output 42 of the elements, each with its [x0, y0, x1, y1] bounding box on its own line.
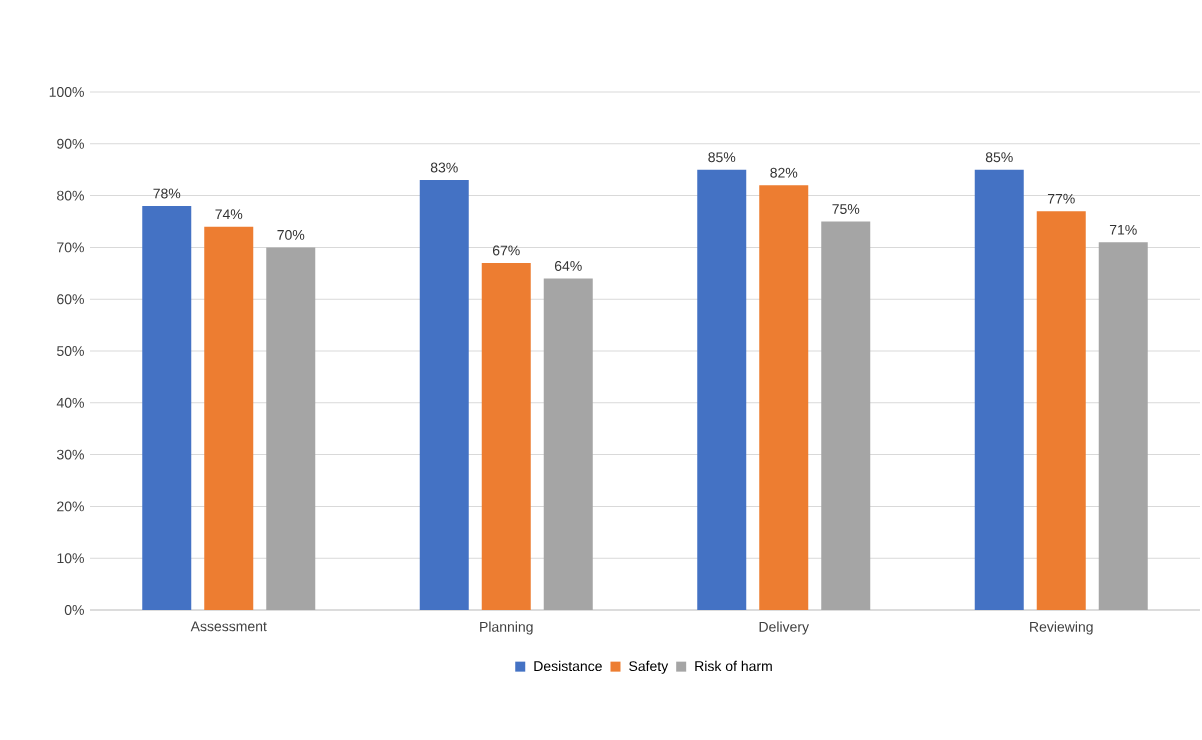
y-tick-label: 80% [57, 190, 84, 201]
bar [481, 262, 531, 610]
data-label: 75% [832, 204, 860, 214]
bar [1036, 211, 1086, 610]
bar [697, 169, 747, 610]
y-tick-label: 40% [56, 397, 84, 408]
x-tick-label: Delivery [759, 621, 809, 635]
data-label: 74% [215, 209, 243, 220]
data-label: 82% [770, 167, 798, 178]
bar [204, 226, 254, 610]
legend-label: Safety [629, 660, 669, 674]
x-tick-label: Assessment [190, 621, 267, 632]
x-tick-label: Reviewing [1030, 621, 1093, 635]
data-label: 85% [708, 152, 736, 163]
bar [759, 185, 809, 610]
data-label: 71% [1109, 224, 1137, 235]
y-tick-label: 100% [49, 87, 84, 97]
y-tick-label: 90% [57, 138, 84, 149]
data-label: 64% [554, 261, 582, 271]
data-label: 77% [1047, 193, 1075, 204]
bar [142, 205, 192, 610]
bar [266, 247, 316, 610]
legend-label: Desistance [534, 660, 602, 672]
data-label: 70% [277, 229, 305, 240]
y-tick-label: 10% [57, 553, 84, 564]
bar [821, 221, 871, 610]
y-tick-label: 20% [57, 501, 84, 512]
bar [419, 180, 469, 610]
y-tick-label: 60% [57, 294, 84, 305]
data-label: 83% [430, 162, 458, 173]
data-label: 67% [492, 245, 520, 256]
x-tick-label: Planning [480, 621, 533, 635]
legend-label: Risk of harm [695, 660, 772, 672]
bar [1098, 242, 1148, 610]
y-tick-label: 50% [57, 346, 84, 356]
data-label: 85% [985, 152, 1013, 163]
y-tick-label: 0% [64, 605, 84, 615]
y-tick-label: 70% [57, 242, 84, 253]
bar [543, 278, 593, 610]
bar [974, 169, 1024, 610]
y-tick-label: 30% [56, 449, 84, 460]
data-label: 78% [153, 188, 181, 199]
